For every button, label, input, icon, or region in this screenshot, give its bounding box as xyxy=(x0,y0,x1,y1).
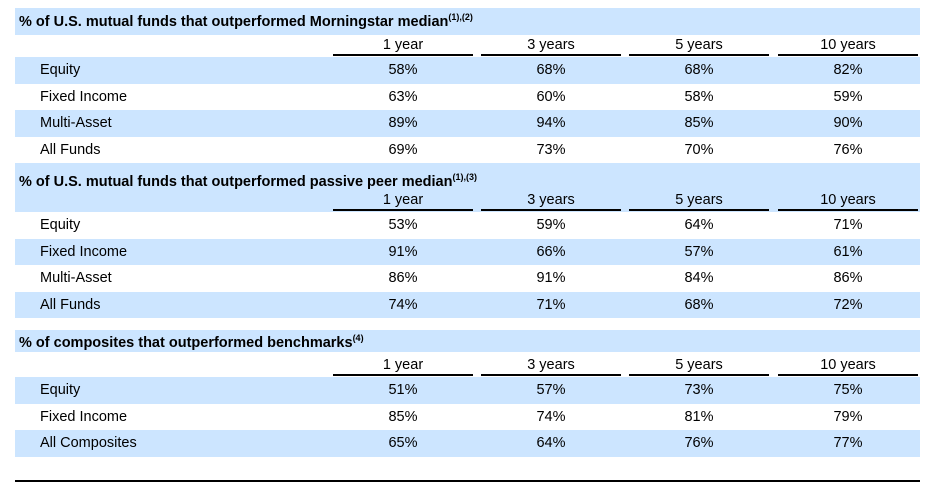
table-row: Equity 51% 57% 73% 75% xyxy=(15,377,920,404)
cell: 70% xyxy=(684,141,714,158)
cell: 64% xyxy=(684,217,714,233)
table-bottom-rule xyxy=(15,480,920,482)
cell: 51% xyxy=(388,382,418,398)
column-header: 1 year xyxy=(333,192,473,211)
column-header-row: 1 year 3 years 5 years 10 years xyxy=(15,190,920,212)
cell: 68% xyxy=(684,62,714,78)
column-header-row: 1 year 3 years 5 years 10 years xyxy=(15,35,920,57)
cell: 68% xyxy=(536,62,566,78)
footnote-ref: (1),(3) xyxy=(452,172,477,182)
cell: 60% xyxy=(536,88,566,105)
column-header: 10 years xyxy=(778,37,918,56)
cell: 74% xyxy=(388,296,418,313)
table-row: Fixed Income 85% 74% 81% 79% xyxy=(15,404,920,431)
cell: 91% xyxy=(536,270,566,286)
cell: 86% xyxy=(833,270,863,286)
cell: 59% xyxy=(536,217,566,233)
table-row: Multi-Asset 89% 94% 85% 90% xyxy=(15,110,920,137)
row-label: Multi-Asset xyxy=(40,270,112,286)
table-row: Fixed Income 63% 60% 58% 59% xyxy=(15,84,920,111)
cell: 90% xyxy=(833,115,863,131)
row-label: Equity xyxy=(40,62,81,78)
cell: 65% xyxy=(388,435,418,451)
cell: 58% xyxy=(388,62,418,78)
cell: 77% xyxy=(833,435,863,451)
cell: 76% xyxy=(833,141,863,158)
cell: 86% xyxy=(388,270,418,286)
column-header: 3 years xyxy=(481,192,621,211)
table-row: Multi-Asset 86% 91% 84% 86% xyxy=(15,265,920,292)
footnote-ref: (1),(2) xyxy=(448,12,473,22)
cell: 75% xyxy=(833,382,863,398)
cell: 76% xyxy=(684,435,714,451)
row-label: Equity xyxy=(40,382,81,398)
row-label: Equity xyxy=(40,217,81,233)
column-header: 5 years xyxy=(629,37,769,56)
cell: 89% xyxy=(388,115,418,131)
cell: 53% xyxy=(388,217,418,233)
row-label: Fixed Income xyxy=(40,88,128,105)
section-gap xyxy=(15,318,920,330)
column-header-row: 1 year 3 years 5 years 10 years xyxy=(15,352,920,377)
row-label: All Funds xyxy=(40,296,101,313)
cell: 84% xyxy=(684,270,714,286)
cell: 81% xyxy=(684,408,714,425)
row-label: All Composites xyxy=(40,435,137,451)
cell: 71% xyxy=(536,296,566,313)
cell: 69% xyxy=(388,141,418,158)
section-title: % of U.S. mutual funds that outperformed… xyxy=(19,172,477,190)
column-header: 3 years xyxy=(481,37,621,56)
cell: 59% xyxy=(833,88,863,105)
row-label: Fixed Income xyxy=(40,243,128,260)
cell: 85% xyxy=(388,408,418,425)
column-header: 10 years xyxy=(778,357,918,376)
section-header-passive-peer: % of U.S. mutual funds that outperformed… xyxy=(15,170,920,190)
cell: 73% xyxy=(684,382,714,398)
cell: 79% xyxy=(833,408,863,425)
column-header: 3 years xyxy=(481,357,621,376)
section-divider xyxy=(15,163,920,170)
section-header-morningstar: % of U.S. mutual funds that outperformed… xyxy=(15,8,920,35)
cell: 64% xyxy=(536,435,566,451)
table-row: All Composites 65% 64% 76% 77% xyxy=(15,430,920,457)
table-row: Equity 53% 59% 64% 71% xyxy=(15,212,920,239)
performance-table: % of U.S. mutual funds that outperformed… xyxy=(15,8,920,457)
cell: 71% xyxy=(833,217,863,233)
section-title: % of composites that outperformed benchm… xyxy=(19,333,364,351)
cell: 94% xyxy=(536,115,566,131)
column-header: 1 year xyxy=(333,37,473,56)
cell: 57% xyxy=(536,382,566,398)
table-row: Fixed Income 91% 66% 57% 61% xyxy=(15,238,920,265)
row-label: Multi-Asset xyxy=(40,115,112,131)
table-row: All Funds 69% 73% 70% 76% xyxy=(15,137,920,164)
row-label: All Funds xyxy=(40,141,101,158)
table-row: All Funds 74% 71% 68% 72% xyxy=(15,291,920,318)
cell: 82% xyxy=(833,62,863,78)
table-row: Equity 58% 68% 68% 82% xyxy=(15,57,920,84)
cell: 68% xyxy=(684,296,714,313)
cell: 66% xyxy=(536,243,566,260)
cell: 58% xyxy=(684,88,714,105)
footnote-ref: (4) xyxy=(352,333,364,343)
row-label: Fixed Income xyxy=(40,408,128,425)
cell: 73% xyxy=(536,141,566,158)
section-title: % of U.S. mutual funds that outperformed… xyxy=(19,12,473,30)
cell: 72% xyxy=(833,296,863,313)
cell: 61% xyxy=(833,243,863,260)
cell: 57% xyxy=(684,243,714,260)
column-header: 5 years xyxy=(629,192,769,211)
cell: 91% xyxy=(388,243,418,260)
section-header-composites: % of composites that outperformed benchm… xyxy=(15,330,920,352)
cell: 63% xyxy=(388,88,418,105)
cell: 85% xyxy=(684,115,714,131)
cell: 74% xyxy=(536,408,566,425)
column-header: 5 years xyxy=(629,357,769,376)
column-header: 10 years xyxy=(778,192,918,211)
column-header: 1 year xyxy=(333,357,473,376)
